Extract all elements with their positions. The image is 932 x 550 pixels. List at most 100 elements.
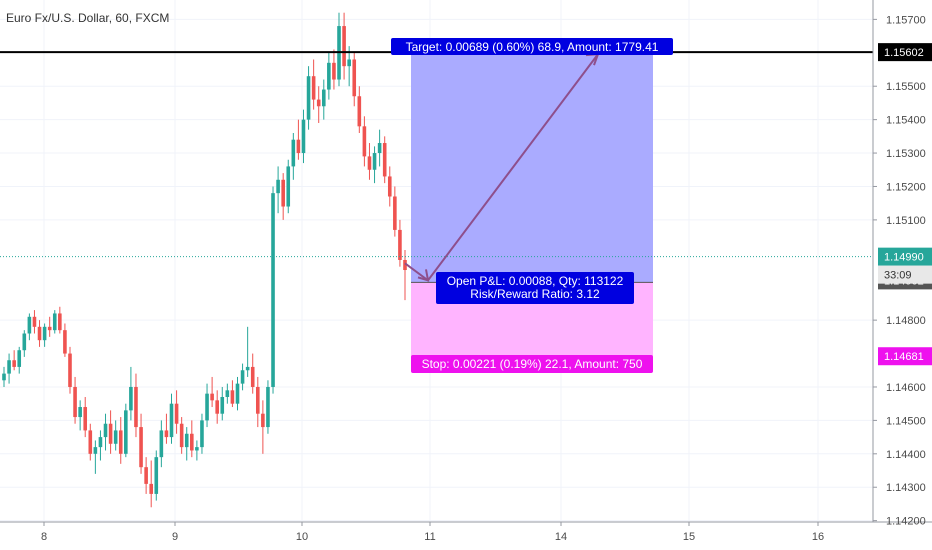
candle-body (255, 386, 260, 414)
y-tick-label: 1.15700 (886, 14, 926, 26)
resistance-price-tag-bg (878, 43, 932, 62)
candle-body (103, 423, 108, 438)
candle-body (306, 76, 311, 120)
y-tick-label: 1.15500 (886, 81, 926, 93)
candle-body (235, 383, 240, 404)
candle-body (154, 457, 159, 494)
candle-body (387, 176, 392, 197)
candle-body (68, 353, 72, 387)
candle-body (321, 89, 326, 107)
position-zones[interactable] (411, 52, 653, 357)
candlesticks (2, 12, 407, 508)
x-tick-label: 14 (555, 531, 567, 543)
stop-price-tag-bg (878, 347, 932, 366)
candle-body (52, 313, 57, 331)
current-price-tag: 1.14990 (884, 252, 924, 264)
candle-body (134, 386, 138, 428)
candle-body (17, 350, 22, 367)
candle-body (301, 119, 306, 154)
candle-body (159, 430, 164, 458)
x-tick-label: 9 (172, 531, 178, 543)
y-tick-label: 1.15100 (886, 215, 926, 227)
candle-body (58, 313, 62, 331)
candle-body (169, 403, 174, 438)
position-labels: Target: 0.00689 (0.60%) 68.9, Amount: 17… (391, 38, 673, 373)
resistance-price-tag: 1.15602 (884, 47, 924, 59)
candle-body (342, 26, 346, 67)
candle-body (73, 386, 77, 418)
candle-body (195, 447, 199, 451)
x-tick-label: 8 (41, 531, 47, 543)
candle-body (139, 427, 143, 468)
countdown-tag: 33:09 (884, 270, 912, 282)
candle-body (311, 76, 316, 100)
y-tick-label: 1.14500 (886, 415, 926, 427)
candle-body (42, 326, 47, 341)
chart-title: Euro Fx/U.S. Dollar, 60, FXCM (6, 11, 169, 25)
open-pnl-label-text: Open P&L: 0.00088, Qty: 113122 (447, 274, 624, 288)
open-pnl-label: Open P&L: 0.00088, Qty: 113122Risk/Rewar… (436, 272, 634, 304)
candle-body (22, 333, 27, 351)
candle-body (372, 153, 377, 170)
candle-body (205, 393, 209, 421)
stop-label: Stop: 0.00221 (0.19%) 22.1, Amount: 750 (411, 355, 653, 373)
candle-body (357, 96, 362, 127)
candle-body (296, 139, 301, 154)
candle-body (271, 193, 275, 387)
y-tick-label: 1.15300 (886, 148, 926, 160)
candle-body (149, 483, 154, 494)
y-tick-label: 1.15400 (886, 115, 926, 127)
candle-body (108, 423, 113, 444)
target-zone (411, 52, 653, 283)
candle-body (367, 156, 372, 170)
candle-body (245, 366, 250, 371)
y-tick-label: 1.15200 (886, 181, 926, 193)
open-pnl-label-text: Risk/Reward Ratio: 3.12 (470, 287, 600, 301)
candle-body (190, 433, 194, 451)
x-tick-label: 11 (424, 531, 435, 543)
arrow-head-icon (417, 269, 430, 282)
countdown-tag-bg (878, 265, 932, 284)
candle-body (12, 360, 16, 367)
candle-body (124, 410, 128, 454)
x-tick-label: 10 (296, 531, 308, 543)
candle-body (7, 360, 11, 374)
candle-body (63, 330, 67, 354)
candle-body (332, 62, 336, 80)
candle-body (316, 99, 321, 107)
candle-body (230, 390, 235, 404)
candle-body (240, 370, 245, 384)
candle-body (347, 59, 351, 67)
y-tick-label: 1.14300 (886, 482, 926, 494)
candle-body (327, 62, 331, 90)
candle-body (250, 366, 255, 387)
current-price-tag-bg (878, 247, 932, 266)
candle-body (215, 400, 219, 414)
y-tick-label: 1.14200 (886, 516, 926, 528)
candle-body (281, 179, 285, 207)
candle-body (118, 430, 123, 454)
y-tick-label: 1.14600 (886, 382, 926, 394)
candle-body (220, 396, 225, 414)
candle-body (144, 467, 148, 484)
candle-body (93, 447, 98, 454)
candle-body (184, 433, 189, 448)
candle-body (37, 326, 42, 341)
candle-body (129, 386, 133, 411)
candle-body (398, 229, 402, 260)
candle-body (32, 316, 37, 327)
candle-body (179, 423, 184, 448)
target-label: Target: 0.00689 (0.60%) 68.9, Amount: 17… (391, 38, 673, 55)
candle-body (291, 139, 296, 167)
candle-body (377, 143, 382, 154)
candle-body (225, 390, 230, 397)
candle-body (210, 393, 214, 401)
stop-label-text: Stop: 0.00221 (0.19%) 22.1, Amount: 750 (422, 357, 643, 371)
candle-body (286, 166, 291, 207)
candle-body (83, 407, 88, 431)
stop-price-tag: 1.14681 (884, 351, 924, 363)
candle-body (2, 373, 6, 381)
